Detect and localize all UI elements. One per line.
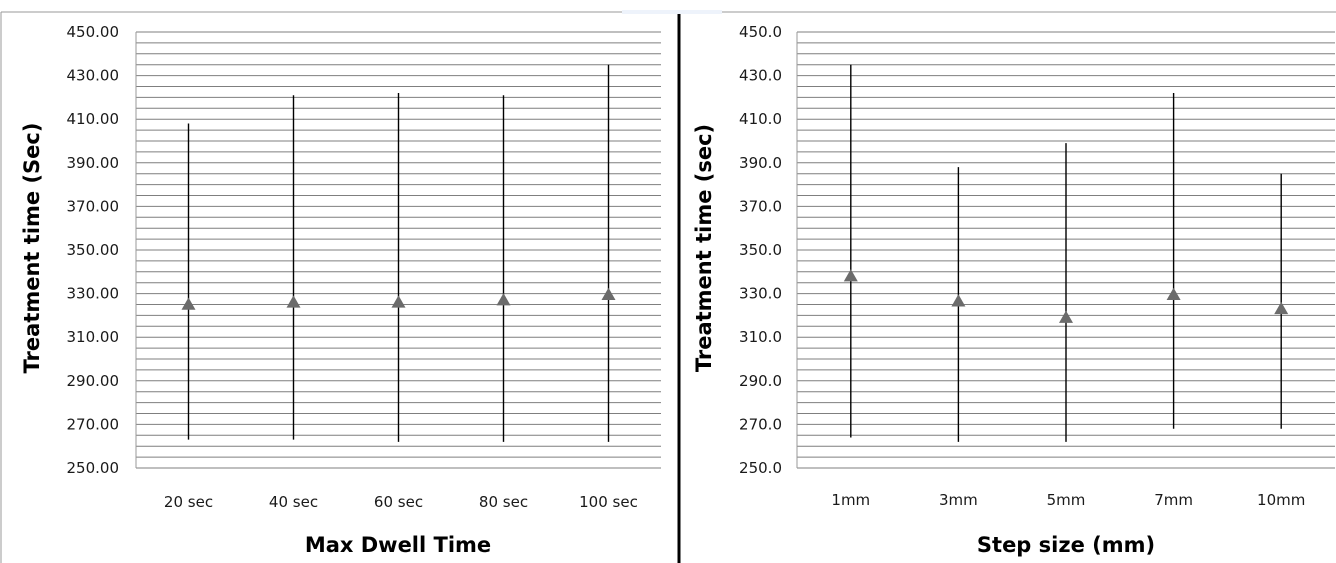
y-tick-label: 410.0	[739, 110, 782, 128]
x-tick-label: 1mm	[831, 491, 870, 509]
y-tick-label: 250.00	[67, 459, 120, 477]
y-tick-label: 450.00	[67, 23, 120, 41]
y-axis-label-right: Treatment time (sec)	[692, 124, 716, 372]
y-ticks-right: 250.0 270.0 290.0 310.0 330.0 350.0 370.0 390.0…	[739, 23, 782, 477]
x-ticks-left: 20 sec 40 sec 60 sec 80 sec 100 sec	[164, 493, 638, 511]
y-tick-label: 390.00	[67, 154, 120, 172]
y-tick-label: 390.0	[739, 154, 782, 172]
y-tick-label: 430.0	[739, 67, 782, 85]
x-tick-label: 7mm	[1154, 491, 1193, 509]
y-tick-label: 250.0	[739, 459, 782, 477]
y-tick-label: 410.00	[67, 110, 120, 128]
x-tick-label: 100 sec	[579, 493, 638, 511]
y-tick-label: 330.00	[67, 285, 120, 303]
y-tick-label: 370.00	[67, 197, 120, 215]
x-tick-label: 3mm	[939, 491, 978, 509]
y-tick-label: 310.0	[739, 328, 782, 346]
data-point-marker	[286, 295, 301, 308]
data-point-marker	[391, 295, 406, 308]
y-tick-label: 270.00	[67, 415, 120, 433]
x-ticks-right: 1mm 3mm 5mm 7mm 10mm	[831, 491, 1305, 509]
x-tick-label: 5mm	[1047, 491, 1086, 509]
y-tick-label: 270.0	[739, 415, 782, 433]
x-tick-label: 10mm	[1257, 491, 1305, 509]
y-tick-label: 330.0	[739, 285, 782, 303]
tab-strip	[622, 10, 722, 14]
marks-left	[181, 64, 616, 442]
data-point-marker	[1166, 287, 1181, 300]
y-tick-label: 450.0	[739, 23, 782, 41]
chart-right-panel: 250.0 270.0 290.0 310.0 330.0 350.0 370.0 390.0…	[692, 23, 1335, 557]
y-tick-label: 350.0	[739, 241, 782, 259]
x-axis-label-left: Max Dwell Time	[305, 533, 491, 557]
y-tick-label: 290.00	[67, 372, 120, 390]
marks-right	[843, 64, 1289, 442]
data-point-marker	[951, 294, 966, 307]
x-tick-label: 40 sec	[269, 493, 318, 511]
y-tick-label: 310.00	[67, 328, 120, 346]
y-tick-label: 290.0	[739, 372, 782, 390]
y-tick-label: 430.00	[67, 67, 120, 85]
x-tick-label: 80 sec	[479, 493, 528, 511]
x-tick-label: 20 sec	[164, 493, 213, 511]
y-tick-label: 350.00	[67, 241, 120, 259]
y-tick-label: 370.0	[739, 197, 782, 215]
data-point-marker	[601, 287, 616, 300]
data-point-marker	[496, 293, 511, 306]
y-axis-label-left: Treatment time (Sec)	[20, 123, 44, 374]
x-tick-label: 60 sec	[374, 493, 423, 511]
data-point-marker	[181, 297, 196, 310]
data-point-marker	[1059, 310, 1073, 323]
data-point-marker	[843, 269, 858, 282]
data-point-marker	[1274, 301, 1289, 315]
x-axis-label-right: Step size (mm)	[977, 533, 1155, 557]
chart-left-panel: 250.00 270.00 290.00 310.00 330.00 350.00 370.…	[20, 23, 661, 557]
y-ticks-left: 250.00 270.00 290.00 310.00 330.00 350.00 370.…	[67, 23, 120, 477]
